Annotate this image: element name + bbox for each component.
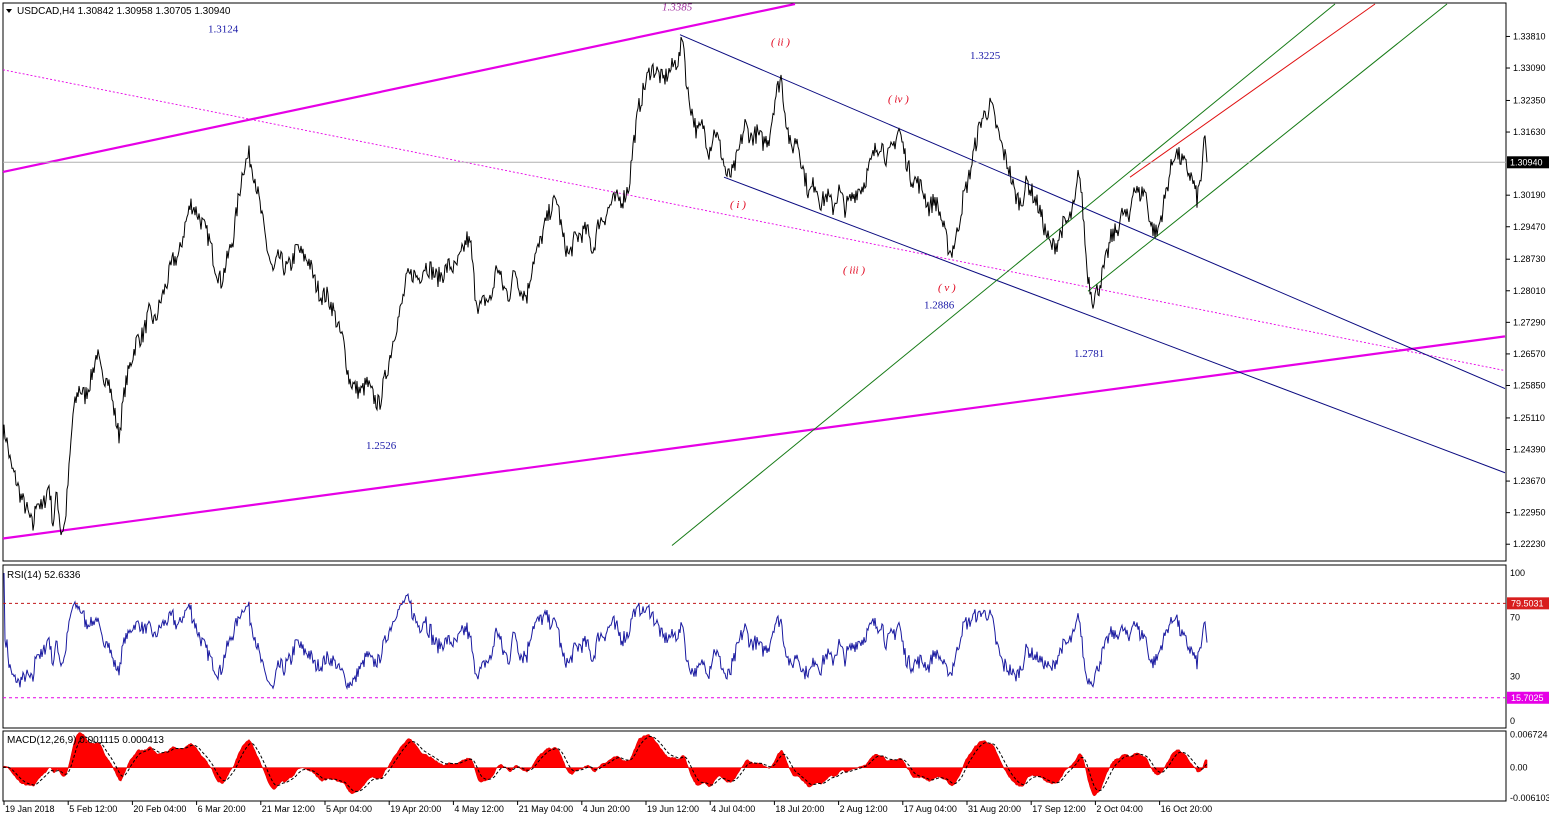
time-tick-label: 4 May 12:00 xyxy=(454,804,504,814)
price-tick-label: 1.22950 xyxy=(1513,508,1546,518)
price-tick-label: 1.29470 xyxy=(1513,222,1546,232)
price-tick-label: 1.28010 xyxy=(1513,286,1546,296)
macd-histogram xyxy=(2,732,1208,797)
time-tick-label: 4 Jul 04:00 xyxy=(711,804,755,814)
macd-title: MACD(12,26,9) 0.001115 0.000413 xyxy=(7,735,164,746)
trend-line-6[interactable] xyxy=(671,3,1336,546)
price-series xyxy=(2,36,1208,536)
time-tick-label: 2 Oct 04:00 xyxy=(1096,804,1143,814)
trend-line-5[interactable] xyxy=(723,176,1506,474)
price-tick-label: 1.28730 xyxy=(1513,254,1546,264)
price-level-label: 1.3124 xyxy=(208,24,239,36)
time-tick-label: 17 Aug 04:00 xyxy=(904,804,957,814)
macd-series xyxy=(2,732,1208,797)
price-line xyxy=(2,36,1208,536)
price-level-label: 1.2781 xyxy=(1074,348,1104,360)
macd-pane-frame xyxy=(2,730,1507,802)
time-tick-label: 4 Jun 20:00 xyxy=(583,804,630,814)
wave-label: ( ii ) xyxy=(771,37,790,49)
time-tick-label: 5 Feb 12:00 xyxy=(69,804,117,814)
rsi-level-box-high xyxy=(1507,597,1549,610)
current-price-label: 1.30940 xyxy=(1510,157,1543,167)
price-level-label: 1.3225 xyxy=(970,50,1001,62)
time-tick-label: 5 Apr 04:00 xyxy=(326,804,372,814)
price-tick-label: 1.25850 xyxy=(1513,380,1546,390)
axes: 1.33810 1.33090 1.32350 1.31630 1.30190 1.294… xyxy=(3,31,1549,814)
trend-line-3[interactable] xyxy=(2,69,1506,372)
rsi-tick-label: 30 xyxy=(1510,672,1520,682)
rsi-title: RSI(14) 52.6336 xyxy=(7,570,81,581)
current-price-box xyxy=(1507,156,1549,169)
time-tick-label: 19 Jan 2018 xyxy=(5,804,55,814)
trend-line-8[interactable] xyxy=(1129,3,1376,178)
rsi-level-label-low: 15.7025 xyxy=(1511,693,1544,703)
time-tick-label: 31 Aug 20:00 xyxy=(968,804,1021,814)
rsi-tick-label: 0 xyxy=(1510,716,1515,726)
triangle-down-icon[interactable] xyxy=(6,9,12,13)
time-tick-label: 19 Jun 12:00 xyxy=(647,804,699,814)
trend-line-4[interactable] xyxy=(679,34,1506,390)
rsi-series xyxy=(3,572,1506,699)
trend-line-7[interactable] xyxy=(1087,3,1448,292)
rsi-pane-frame xyxy=(2,564,1507,729)
macd-signal-line xyxy=(2,736,1208,793)
rsi-tick-label: 70 xyxy=(1510,612,1520,622)
wave-label: ( iii ) xyxy=(843,265,865,277)
chart-title: USDCAD,H4 1.30842 1.30958 1.30705 1.3094… xyxy=(17,6,231,17)
wave-label: ( iv ) xyxy=(888,94,909,106)
annotations: 1.3124 1.3385 1.3225 1.2886 1.2781 1.2526 ( i … xyxy=(208,2,1104,452)
price-level-label: 1.2886 xyxy=(924,300,955,312)
price-level-label: 1.3385 xyxy=(662,2,693,14)
price-tick-label: 1.33090 xyxy=(1513,63,1546,73)
time-tick-label: 19 Apr 20:00 xyxy=(390,804,441,814)
macd-tick-label: -0.006103 xyxy=(1510,793,1549,803)
price-tick-label: 1.33810 xyxy=(1513,31,1546,41)
time-tick-label: 21 May 04:00 xyxy=(519,804,574,814)
trend-lines xyxy=(2,2,1506,546)
rsi-level-box-low xyxy=(1507,691,1549,704)
price-tick-label: 1.27290 xyxy=(1513,317,1546,327)
trend-line-2[interactable] xyxy=(2,335,1506,540)
time-tick-label: 21 Mar 12:00 xyxy=(262,804,315,814)
trend-line-1[interactable] xyxy=(2,2,796,174)
price-tick-label: 1.25110 xyxy=(1513,413,1545,423)
time-tick-label: 18 Jul 20:00 xyxy=(775,804,824,814)
price-tick-label: 1.31630 xyxy=(1513,127,1546,137)
price-pane-frame xyxy=(2,2,1507,562)
price-tick-label: 1.26570 xyxy=(1513,349,1546,359)
macd-tick-label: 0.00 xyxy=(1510,763,1528,773)
price-tick-label: 1.24390 xyxy=(1513,445,1546,455)
price-tick-label: 1.30190 xyxy=(1513,190,1546,200)
price-tick-label: 1.32350 xyxy=(1513,95,1546,105)
rsi-level-label-high: 79.5031 xyxy=(1511,598,1544,608)
price-level-label: 1.2526 xyxy=(366,440,397,452)
rsi-tick-label: 100 xyxy=(1510,568,1525,578)
rsi-line xyxy=(3,572,1208,691)
price-tick-label: 1.22230 xyxy=(1513,539,1546,549)
time-tick-label: 2 Aug 12:00 xyxy=(840,804,888,814)
time-tick-label: 16 Oct 20:00 xyxy=(1161,804,1213,814)
macd-tick-label: 0.006724 xyxy=(1510,729,1548,739)
time-tick-label: 6 Mar 20:00 xyxy=(198,804,246,814)
wave-label: ( i ) xyxy=(730,199,746,211)
price-tick-label: 1.23670 xyxy=(1513,476,1546,486)
time-tick-label: 17 Sep 12:00 xyxy=(1032,804,1086,814)
wave-label: ( v ) xyxy=(938,282,956,294)
time-tick-label: 20 Feb 04:00 xyxy=(133,804,186,814)
